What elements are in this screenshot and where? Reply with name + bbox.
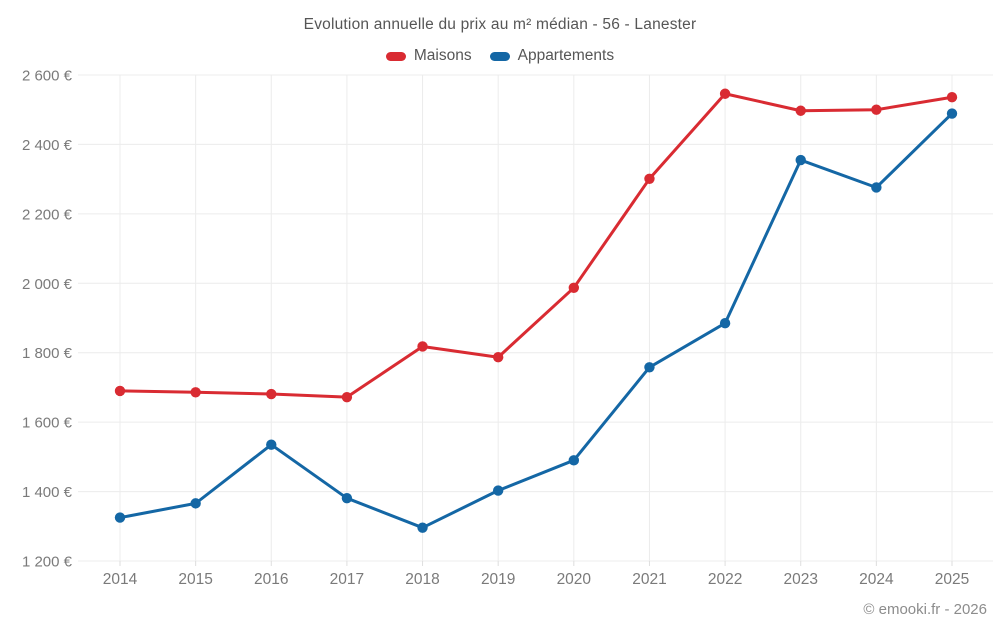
x-axis-tick-label: 2014	[103, 571, 138, 588]
legend-label: Appartements	[517, 47, 615, 64]
point-appartements-2022[interactable]	[719, 318, 731, 329]
point-appartements-2017[interactable]	[341, 492, 353, 504]
point-appartements-2021[interactable]	[644, 362, 655, 373]
legend-swatch-appartements	[489, 51, 510, 61]
x-axis-tick-label: 2016	[254, 571, 288, 588]
legend-swatch-maisons	[385, 51, 406, 61]
point-maisons-2018[interactable]	[417, 341, 428, 352]
x-axis-tick-label: 2015	[178, 571, 212, 588]
x-axis-tick-label: 2023	[783, 571, 817, 588]
point-appartements-2024[interactable]	[871, 182, 882, 193]
x-axis-tick-label: 2020	[557, 571, 592, 588]
x-axis-tick-label: 2017	[330, 571, 364, 588]
point-appartements-2019[interactable]	[492, 485, 504, 496]
point-maisons-2017[interactable]	[341, 391, 353, 403]
point-maisons-2025[interactable]	[946, 92, 958, 103]
point-appartements-2023[interactable]	[795, 154, 806, 166]
x-axis-tick-label: 2021	[632, 571, 666, 588]
watermark-credit: © emooki.fr - 2026	[863, 601, 987, 618]
point-maisons-2015[interactable]	[190, 387, 201, 398]
chart-title: Evolution annuelle du prix au m² médian …	[303, 16, 697, 33]
y-axis-tick-label: 1 200 €	[22, 554, 73, 571]
point-appartements-2025[interactable]	[946, 108, 958, 119]
y-axis-tick-label: 1 800 €	[22, 345, 73, 362]
point-maisons-2016[interactable]	[266, 388, 277, 400]
point-maisons-2021[interactable]	[644, 173, 655, 184]
y-axis-tick-label: 2 600 €	[22, 68, 73, 85]
point-maisons-2024[interactable]	[871, 104, 882, 115]
point-appartements-2015[interactable]	[190, 498, 201, 509]
y-axis-tick-label: 1 400 €	[22, 484, 73, 501]
point-appartements-2020[interactable]	[568, 455, 580, 466]
y-axis-tick-label: 1 600 €	[22, 415, 73, 432]
point-maisons-2020[interactable]	[568, 282, 580, 293]
chart-legend: Maisons Appartements	[0, 44, 1000, 68]
legend-label: Maisons	[413, 47, 472, 64]
legend-item-maisons[interactable]: Maisons	[385, 47, 472, 65]
y-axis-tick-label: 2 400 €	[22, 137, 73, 154]
x-axis-tick-label: 2022	[708, 571, 742, 588]
point-appartements-2016[interactable]	[266, 439, 277, 450]
point-maisons-2019[interactable]	[492, 352, 504, 363]
x-axis-tick-label: 2025	[935, 571, 969, 588]
x-axis-tick-label: 2024	[859, 571, 894, 588]
y-axis-tick-label: 2 000 €	[22, 276, 73, 293]
point-maisons-2014[interactable]	[114, 385, 126, 397]
legend-item-appartements[interactable]: Appartements	[489, 47, 615, 65]
x-axis-tick-label: 2019	[481, 571, 515, 588]
point-appartements-2014[interactable]	[114, 512, 126, 523]
x-axis-tick-label: 2018	[405, 571, 439, 588]
point-maisons-2023[interactable]	[795, 105, 806, 116]
series-line-appartements	[118, 112, 954, 530]
series-line-maisons	[118, 92, 954, 399]
point-maisons-2022[interactable]	[719, 88, 731, 99]
y-axis-tick-label: 2 200 €	[22, 206, 73, 223]
point-appartements-2018[interactable]	[417, 522, 428, 533]
